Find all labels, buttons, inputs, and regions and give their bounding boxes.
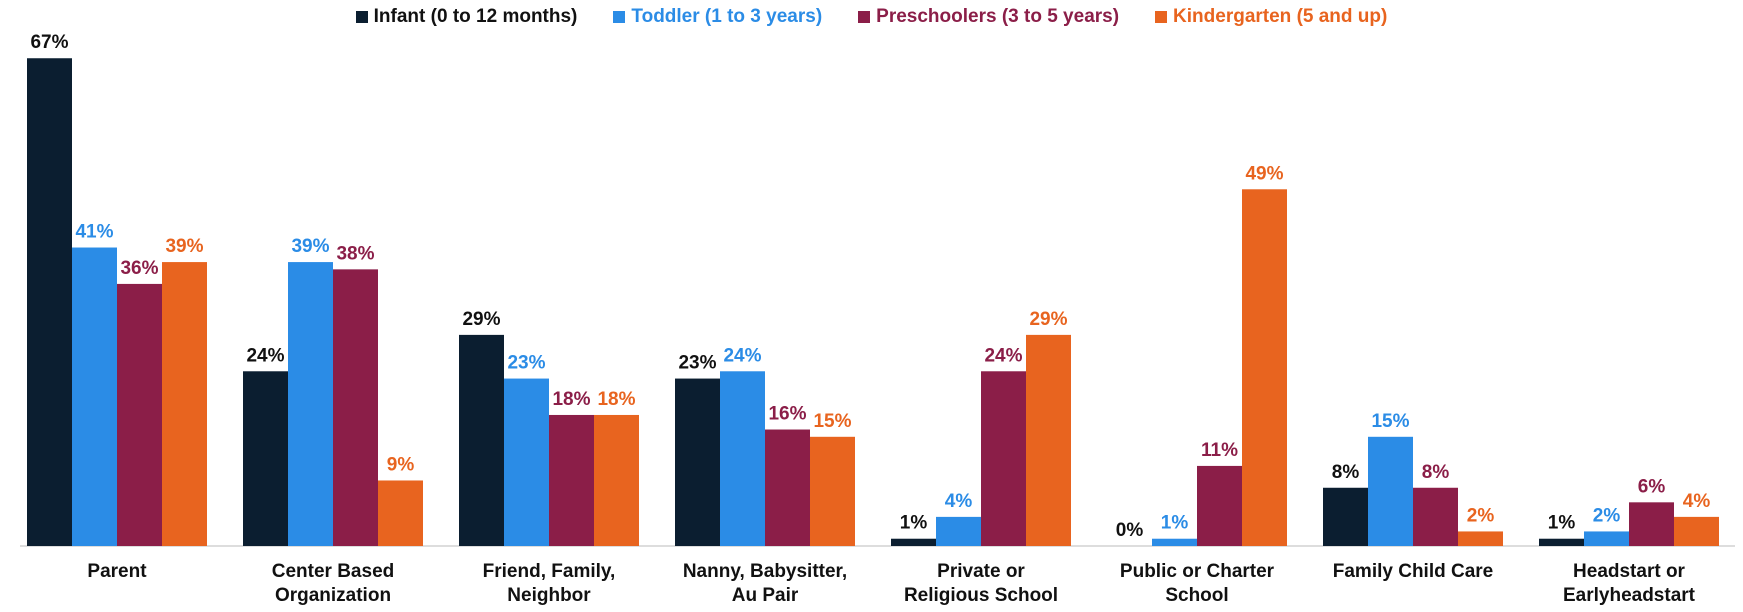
- legend-swatch: [858, 11, 871, 23]
- x-tick-label: Family Child Care: [1332, 561, 1494, 582]
- data-label: 39%: [291, 236, 329, 257]
- bar: [117, 283, 162, 546]
- bar: [720, 371, 765, 546]
- legend-swatch: [355, 11, 368, 23]
- data-label: 18%: [552, 389, 590, 410]
- legend: Infant (0 to 12 months) Toddler (1 to 3 y…: [0, 6, 1743, 28]
- data-label: 11%: [1201, 440, 1238, 461]
- data-label: 1%: [1548, 513, 1576, 534]
- legend-swatch: [613, 11, 626, 23]
- bar: [594, 414, 639, 546]
- data-label: 38%: [336, 243, 374, 264]
- bar: [981, 371, 1026, 546]
- bar: [504, 378, 549, 546]
- bar: [1197, 465, 1242, 546]
- data-label: 2%: [1467, 505, 1495, 526]
- data-label: 18%: [597, 389, 635, 410]
- data-label: 41%: [75, 222, 113, 243]
- x-tick-label: Friend, Family, Neighbor: [482, 561, 616, 606]
- bar: [1413, 487, 1458, 546]
- bar: [243, 371, 288, 546]
- bar: [1629, 502, 1674, 546]
- x-tick-label: Center Based Organization: [271, 561, 395, 606]
- data-label: 1%: [1161, 513, 1189, 534]
- data-label: 0%: [1116, 520, 1144, 541]
- data-label: 8%: [1332, 462, 1360, 483]
- bar: [1674, 516, 1719, 546]
- plot: 67% 41% 36% 39% 24% 39% 38% 9% 29% 23% 18% 18% 23% 24…: [20, 32, 1735, 547]
- data-label: 23%: [507, 353, 545, 374]
- bar: [459, 334, 504, 546]
- legend-label: Preschoolers (3 to 5 years): [876, 6, 1120, 27]
- bar: [1368, 436, 1413, 546]
- data-label: 36%: [120, 258, 158, 279]
- data-label: 2%: [1593, 505, 1621, 526]
- bar: [333, 269, 378, 546]
- legend-swatch: [1155, 11, 1168, 23]
- data-label: 9%: [387, 454, 415, 475]
- data-label: 15%: [1371, 411, 1409, 432]
- x-tick-label: Public or Charter School: [1119, 561, 1275, 606]
- x-tick-label: Parent: [87, 561, 147, 582]
- data-label: 24%: [246, 345, 284, 366]
- bar: [1539, 538, 1584, 546]
- data-label: 24%: [723, 345, 761, 366]
- data-label: 6%: [1638, 476, 1666, 497]
- bar: [810, 436, 855, 546]
- data-label: 4%: [1683, 491, 1711, 512]
- bar: [1152, 538, 1197, 546]
- bar: [1458, 531, 1503, 546]
- legend-item: Preschoolers (3 to 5 years): [858, 6, 1119, 28]
- legend-label: Infant (0 to 12 months): [373, 6, 578, 27]
- bar: [891, 538, 936, 546]
- bar: [288, 262, 333, 546]
- bar: [27, 58, 72, 547]
- legend-label: Toddler (1 to 3 years): [631, 6, 823, 27]
- legend-label: Kindergarten (5 and up): [1173, 6, 1388, 27]
- legend-item: Toddler (1 to 3 years): [613, 6, 822, 28]
- bar: [549, 414, 594, 546]
- bar: [675, 378, 720, 546]
- data-label: 15%: [813, 411, 851, 432]
- bar: [1584, 531, 1629, 546]
- bar: [765, 429, 810, 546]
- bar: [162, 262, 207, 546]
- data-label: 16%: [768, 404, 806, 425]
- data-label: 39%: [165, 236, 203, 257]
- x-tick-label: Private or Religious School: [903, 561, 1059, 606]
- x-tick-label: Headstart or Earlyheadstart: [1562, 561, 1695, 606]
- bar: [378, 480, 423, 546]
- data-label: 23%: [678, 353, 716, 374]
- bar: [72, 247, 117, 546]
- bar: [1026, 334, 1071, 546]
- data-label: 4%: [945, 491, 973, 512]
- x-tick-label: Nanny, Babysitter, Au Pair: [682, 561, 848, 606]
- data-label: 24%: [984, 345, 1022, 366]
- bar: [936, 516, 981, 546]
- bar: [1323, 487, 1368, 546]
- bar: [1242, 189, 1287, 546]
- data-label: 49%: [1245, 163, 1283, 184]
- data-label: 29%: [462, 309, 500, 330]
- legend-item: Kindergarten (5 and up): [1155, 6, 1387, 28]
- data-label: 67%: [30, 32, 68, 53]
- data-label: 8%: [1422, 462, 1450, 483]
- legend-item: Infant (0 to 12 months): [355, 6, 578, 28]
- data-label: 1%: [900, 513, 928, 534]
- data-label: 29%: [1029, 309, 1067, 330]
